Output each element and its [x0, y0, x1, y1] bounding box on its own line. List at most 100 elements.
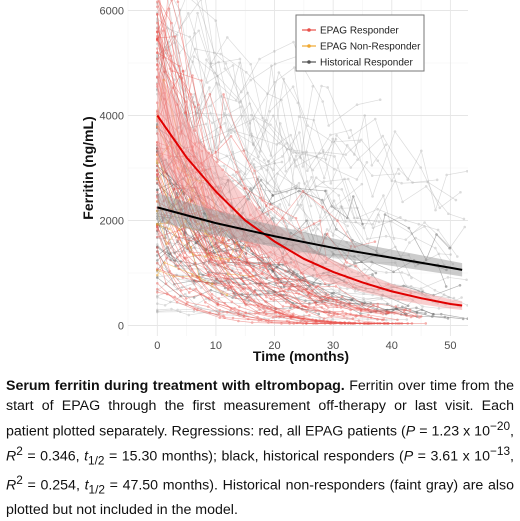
patient-point [378, 322, 382, 325]
patient-point [330, 292, 334, 295]
patient-point [323, 302, 327, 305]
patient-point [335, 305, 339, 309]
patient-point [156, 225, 159, 229]
patient-point [211, 254, 215, 258]
patient-point [347, 302, 351, 306]
patient-point [297, 297, 301, 300]
patient-point [259, 167, 263, 170]
patient-point [252, 264, 255, 268]
patient-point [259, 281, 262, 285]
patient-point [294, 165, 298, 168]
patient-point [221, 310, 225, 313]
patient-point [249, 162, 253, 166]
patient-point [297, 292, 301, 296]
patient-point [385, 302, 389, 306]
patient-point [255, 278, 258, 281]
patient-point [315, 291, 318, 295]
patient-point [260, 303, 263, 306]
patient-point [260, 256, 264, 259]
patient-point [420, 308, 424, 312]
patient-point [223, 283, 226, 286]
patient-line [157, 166, 465, 248]
patient-point [185, 95, 188, 99]
patient-trajectory [156, 2, 388, 180]
patient-point [188, 35, 192, 39]
y-tick-label: 0 [118, 321, 124, 333]
patient-point [163, 70, 166, 74]
patient-point [163, 70, 167, 73]
patient-point [258, 293, 262, 296]
patient-point [255, 282, 258, 285]
patient-point [311, 228, 315, 232]
patient-point [225, 272, 228, 276]
patient-point [234, 296, 238, 299]
patient-point [353, 322, 357, 325]
caption-text-1: Ferritin over time from the start of EPA… [6, 378, 514, 440]
patient-point [272, 168, 275, 172]
patient-point [295, 291, 298, 294]
patient-point [404, 308, 408, 311]
patient-point [181, 196, 184, 199]
patient-point [259, 150, 262, 153]
patient-point [269, 154, 273, 157]
patient-point [232, 157, 235, 160]
patient-point [258, 283, 262, 286]
patient-point [266, 212, 270, 216]
patient-point [216, 244, 220, 248]
patient-point [199, 307, 203, 311]
patient-point [395, 307, 399, 311]
patient-point [197, 235, 201, 239]
patient-point [180, 76, 184, 80]
patient-point [320, 306, 324, 309]
patient-point [233, 241, 236, 244]
patient-trajectory [156, 310, 325, 322]
patient-point [347, 136, 351, 140]
patient-point [280, 322, 283, 325]
patient-point [263, 309, 267, 313]
patient-point [226, 252, 229, 255]
patient-point [341, 294, 345, 298]
patient-point [449, 253, 452, 256]
patient-point [343, 322, 347, 325]
patient-point [330, 295, 334, 298]
patient-point [321, 205, 325, 209]
patient-point [229, 307, 233, 311]
patient-trajectory [156, 307, 243, 317]
patient-point [268, 202, 272, 206]
patient-point [345, 287, 349, 290]
patient-point [297, 315, 300, 319]
patient-point [409, 315, 413, 319]
patient-point [306, 306, 310, 310]
patient-point [405, 314, 408, 317]
patient-point [196, 240, 200, 244]
patient-point [156, 190, 159, 194]
patient-trajectory [156, 267, 230, 289]
patient-point [235, 293, 238, 296]
patient-point [178, 26, 182, 30]
patient-point [237, 319, 240, 323]
patient-point [410, 276, 413, 280]
patient-point [170, 307, 173, 311]
patient-point [352, 216, 356, 220]
patient-point [274, 276, 277, 280]
patient-line [173, 0, 401, 229]
patient-point [245, 261, 249, 265]
patient-point [156, 235, 159, 239]
patient-point [182, 232, 186, 235]
patient-point [223, 67, 227, 70]
patient-point [303, 319, 307, 323]
patient-point [156, 167, 159, 171]
patient-point [217, 83, 221, 86]
patient-point [169, 258, 172, 262]
patient-point [333, 167, 336, 171]
patient-point [156, 226, 159, 229]
patient-point [205, 281, 208, 285]
patient-point [163, 171, 166, 174]
patient-point [156, 229, 159, 233]
patient-point [300, 307, 304, 311]
patient-point [249, 187, 252, 190]
patient-point [296, 285, 300, 288]
patient-point [288, 158, 291, 162]
patient-point [278, 190, 281, 193]
patient-point [175, 196, 178, 199]
